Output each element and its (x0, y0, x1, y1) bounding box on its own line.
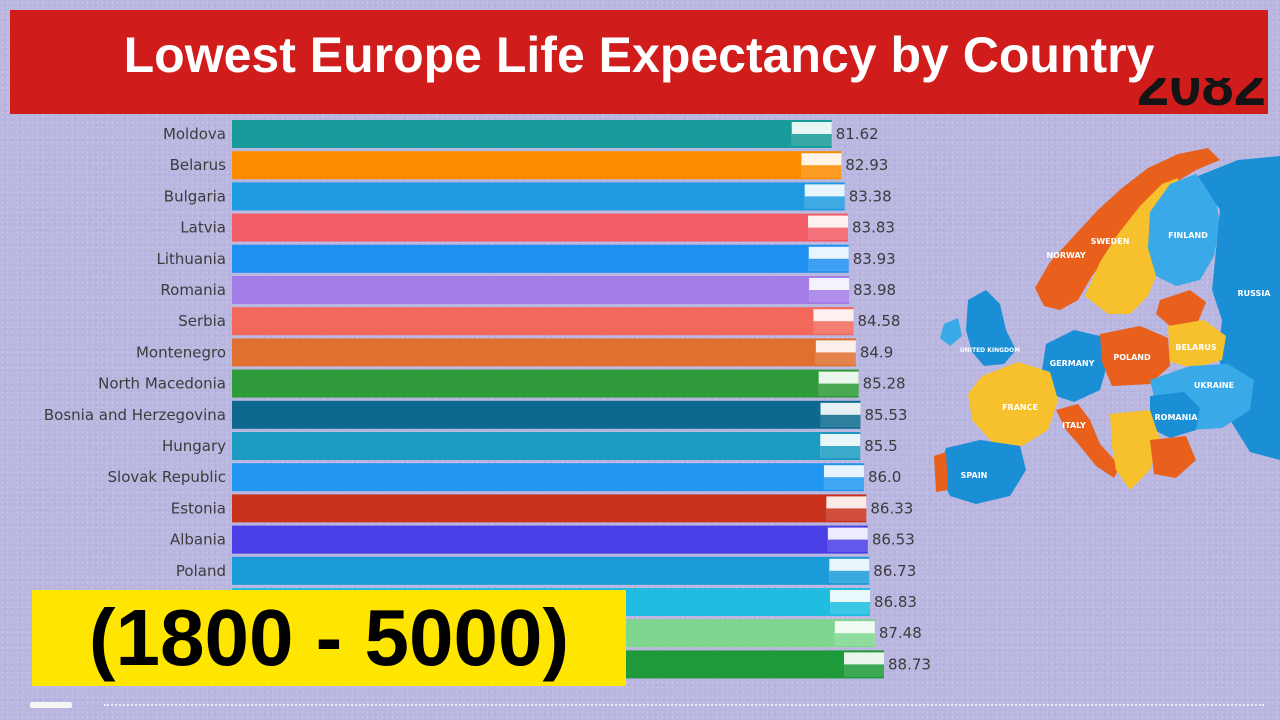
category-label: Belarus (170, 156, 227, 174)
bar-bulgaria (232, 182, 845, 211)
category-label: Bulgaria (164, 187, 226, 205)
bar-hungary (232, 432, 861, 460)
category-label: Moldova (163, 125, 226, 143)
category-label: Montenegro (136, 343, 226, 361)
category-label: Poland (176, 562, 226, 580)
flag-stripe (804, 196, 845, 209)
map-labels: SWEDEN FINLAND NORWAY RUSSIA UNITED KINGDOM G… (960, 231, 1271, 480)
category-label: Hungary (162, 437, 226, 455)
map-label: FRANCE (1002, 403, 1038, 412)
map-label: FINLAND (1168, 231, 1208, 240)
flag-stripe (791, 134, 832, 146)
map-label: BELARUS (1175, 343, 1217, 352)
bar-latvia (232, 213, 848, 242)
category-label: Bosnia and Herzegovina (44, 406, 226, 424)
category-label: Serbia (178, 312, 226, 330)
flag-stripe (813, 321, 854, 334)
bar-serbia (232, 307, 854, 336)
flag-stripe (834, 633, 875, 646)
category-label: Lithuania (157, 250, 226, 268)
value-label: 85.53 (864, 406, 907, 424)
category-label: Latvia (180, 219, 226, 237)
value-label: 85.28 (863, 375, 906, 393)
map-label: ITALY (1062, 421, 1086, 430)
bar-poland (232, 556, 870, 585)
flag-stripe (829, 570, 870, 583)
flag-stripe (820, 446, 861, 458)
value-label: 81.62 (836, 125, 879, 143)
flag-stripe (808, 258, 849, 271)
category-label: Slovak Republic (108, 468, 227, 486)
year-label: 2082 (1136, 53, 1266, 118)
flag-stripe (830, 602, 871, 614)
flag-stripe (844, 664, 884, 677)
value-label: 87.48 (879, 624, 922, 642)
flag-stripe (826, 508, 867, 521)
flag-stripe (809, 290, 850, 302)
value-label: 88.73 (888, 655, 931, 673)
category-label: Romania (160, 281, 226, 299)
bar-moldova (232, 120, 832, 148)
category-label: North Macedonia (98, 375, 226, 393)
flag-stripe (823, 477, 864, 490)
map-label: RUSSIA (1238, 289, 1272, 298)
value-label: 86.33 (870, 499, 913, 517)
europe-map (934, 148, 1280, 504)
map-label: NORWAY (1046, 251, 1086, 260)
bar-estonia (232, 494, 867, 523)
bar-montenegro (232, 338, 856, 367)
flag-stripe (818, 383, 859, 396)
bar-romania (232, 276, 850, 304)
bar-albania (232, 525, 868, 554)
map-label: ROMANIA (1155, 413, 1199, 422)
map-label: SWEDEN (1091, 237, 1130, 246)
value-label: 85.5 (864, 437, 897, 455)
category-label: Albania (170, 531, 226, 549)
flag-stripe (827, 539, 868, 552)
value-label: 86.83 (874, 593, 917, 611)
value-label: 83.38 (849, 187, 892, 205)
flag-stripe (807, 227, 848, 240)
chart-title: Lowest Europe Life Expectancy by Country (10, 10, 1268, 114)
map-label: UNITED KINGDOM (960, 347, 1020, 354)
value-label: 86.73 (873, 562, 916, 580)
value-label: 82.93 (845, 156, 888, 174)
year-range-label: (1800 - 5000) (32, 590, 626, 686)
value-label: 83.83 (852, 219, 895, 237)
bar-bosnia-and-herzegovina (232, 400, 861, 429)
bar-belarus (232, 151, 842, 180)
flag-stripe (815, 352, 856, 365)
value-label: 84.58 (858, 312, 901, 330)
value-label: 83.98 (853, 281, 896, 299)
value-label: 86.0 (868, 468, 901, 486)
timeline-track[interactable] (104, 704, 1264, 706)
bar-slovak-republic (232, 463, 864, 492)
flag-stripe (820, 414, 861, 427)
map-label: POLAND (1113, 353, 1151, 362)
flag-stripe (801, 165, 842, 178)
map-label: GERMANY (1050, 359, 1095, 368)
bar-north-macedonia (232, 369, 859, 398)
bars-layer: Moldova 81.62 Belarus 82.93 Bulgaria 83.38 Lat… (44, 120, 931, 679)
value-label: 86.53 (872, 531, 915, 549)
map-label: SPAIN (961, 471, 988, 480)
timeline-handle[interactable] (30, 702, 72, 708)
category-label: Estonia (171, 499, 226, 517)
value-label: 83.93 (853, 250, 896, 268)
bar-lithuania (232, 244, 849, 273)
value-label: 84.9 (860, 343, 893, 361)
map-label: UKRAINE (1194, 381, 1234, 390)
